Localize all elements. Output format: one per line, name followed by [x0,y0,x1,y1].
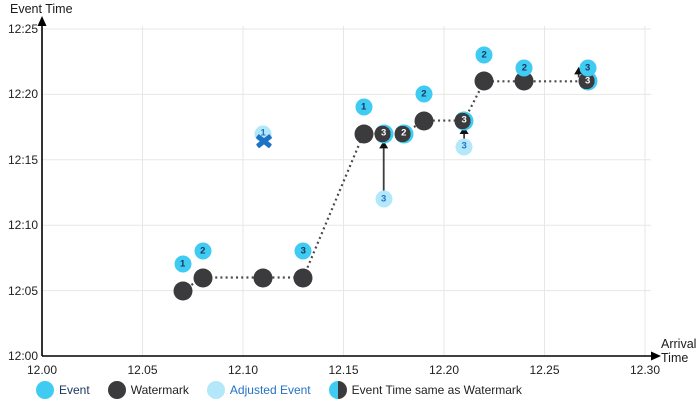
x-axis-title: Arrival Time [661,337,696,365]
legend-watermark-icon [107,381,126,399]
x-tick-label: 12.00 [26,363,58,377]
y-tick-label: 12:00 [7,349,38,363]
same-as-watermark-marker: 3 [374,124,394,144]
same-as-watermark-marker: 2 [394,124,414,144]
x-tick-label: 12.20 [428,363,460,377]
y-tick-label: 12:25 [7,22,38,36]
watermark-marker [193,268,213,288]
y-axis-arrowhead [37,16,47,26]
y-tick-label: 12:05 [7,283,38,298]
adjusted-event-marker: 3 [455,138,473,156]
x-tick-label: 12.10 [227,363,259,377]
x-tick-label: 12.25 [529,363,560,377]
x-tick-label: 12.05 [127,363,158,377]
watermark-marker [293,268,313,288]
legend-event-icon [36,381,54,399]
event-marker: 2 [415,85,433,103]
y-tick-label: 12:10 [7,218,38,233]
legend-item: Event [36,381,90,399]
adjustment-arrowhead [459,126,469,134]
event-marker: 3 [294,242,312,260]
same-as-watermark-marker: 3 [578,71,598,91]
legend-same-icon [328,381,347,399]
same-as-watermark-marker: 3 [454,111,474,131]
y-tick-label: 12:20 [7,87,38,102]
watermark-marker [414,111,434,131]
event-marker: 2 [515,59,533,77]
rejected-event-x-icon [255,133,273,149]
x-tick-label: 12.15 [328,363,359,377]
x-axis-title-line2: Time [661,351,689,365]
watermark-marker [173,281,193,301]
legend-item: Event Time same as Watermark [328,381,522,399]
y-tick-label: 12:15 [7,152,38,167]
watermark-marker [354,124,374,144]
event-marker: 2 [475,46,493,64]
adjusted-event-marker: 3 [375,190,393,208]
legend-item: Adjusted Event [206,381,311,399]
event-marker: 1 [355,98,373,116]
watermark-marker [474,71,494,91]
watermark-marker [514,71,534,91]
watermark-marker [253,268,273,288]
legend-label: Adjusted Event [229,383,311,397]
legend-adjusted-icon [206,381,225,399]
x-tick-label: 12.30 [629,363,661,377]
event-marker: 2 [194,242,212,260]
event-marker: 3 [579,59,597,77]
legend-label: Watermark [130,383,189,397]
adjustment-arrowhead [379,140,389,149]
event-marker: 1 [174,255,192,273]
legend-item: Watermark [107,381,189,399]
x-axis-arrowhead [651,351,661,361]
legend-label: Event Time same as Watermark [351,383,522,397]
y-axis-title: Event Time [10,2,73,16]
watermark-dotted-line [182,80,588,292]
legend-label: Event [59,383,90,397]
legend: Event Watermark Adjusted Event Event Time s… [36,381,522,399]
x-axis-title-line1: Arrival [661,337,696,351]
